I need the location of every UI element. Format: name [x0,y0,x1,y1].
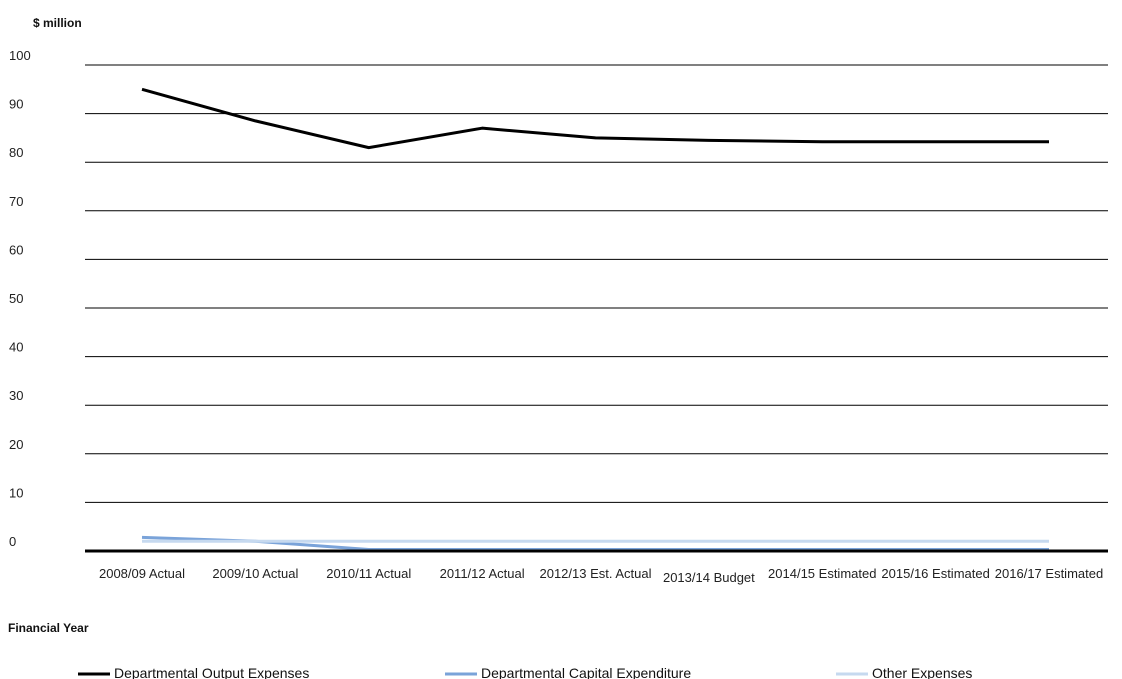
y-tick-label: 90 [9,97,23,112]
y-tick-label: 30 [9,388,23,403]
y-tick-labels: 0 10 20 30 40 50 60 70 80 90 100 [9,48,31,549]
y-tick-label: 0 [9,534,16,549]
y-tick-label: 70 [9,194,23,209]
x-tick-label: 2011/12 Actual [440,566,525,581]
x-tick-label: 2010/11 Actual [326,566,411,581]
x-axis-label: Financial Year [8,621,89,635]
legend-label-1: Departmental Output Expenses [114,665,309,679]
y-tick-label: 40 [9,340,23,355]
series-line-2 [141,535,1049,552]
x-tick-label: 2008/09 Actual [99,566,185,581]
series-lines [141,87,1049,552]
y-tick-label: 80 [9,145,23,160]
legend-label-3: Other Expenses [872,665,972,679]
series-line-1 [141,87,1049,150]
x-tick-label: 2016/17 Estimated [995,566,1103,581]
y-tick-label: 20 [9,437,23,452]
legend: Departmental Output Expenses Departmental… [78,665,972,679]
x-tick-label: 2015/16 Estimated [881,566,989,581]
legend-label-2: Departmental Capital Expenditure [481,665,691,679]
y-tick-label: 100 [9,48,31,63]
y-tick-label: 60 [9,242,23,257]
x-tick-label: 2012/13 Est. Actual [539,566,651,581]
y-axis-label: $ million [33,16,82,30]
x-tick-labels: 2008/09 Actual 2009/10 Actual 2010/11 Actu… [99,566,1103,585]
y-tick-label: 50 [9,291,23,306]
x-tick-label: 2009/10 Actual [212,566,298,581]
gridlines [85,64,1108,503]
x-tick-label: 2013/14 Budget [663,570,755,585]
y-tick-label: 10 [9,485,23,500]
x-tick-label: 2014/15 Estimated [768,566,876,581]
